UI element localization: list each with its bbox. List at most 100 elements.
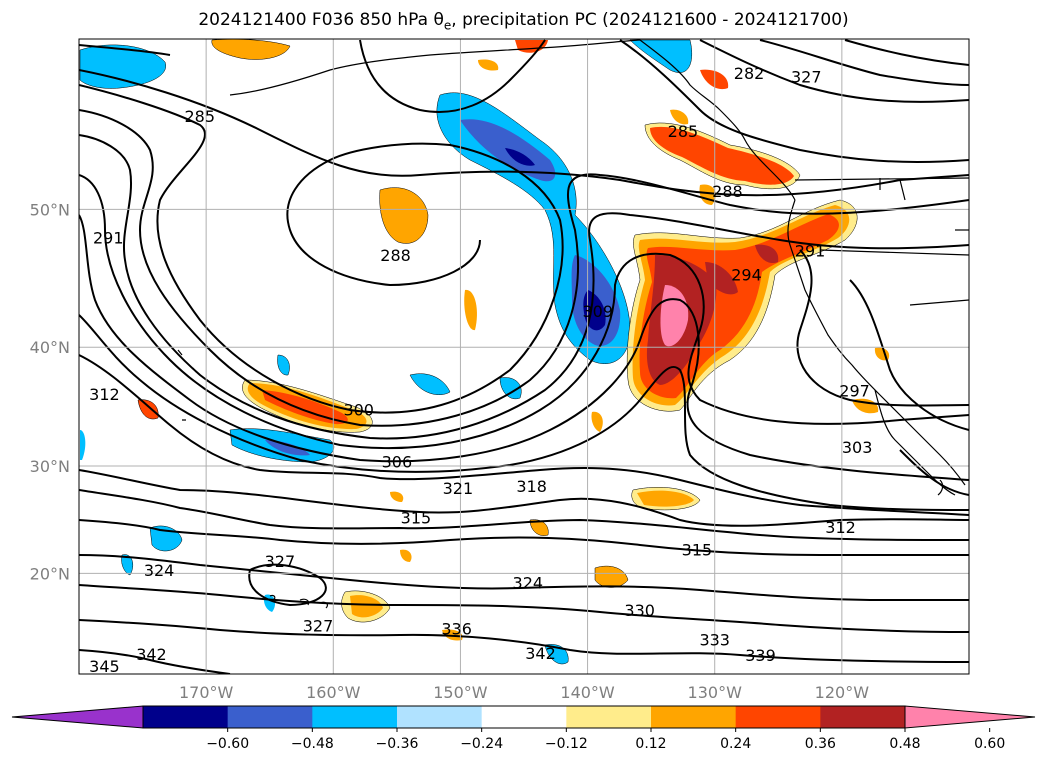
latitude-labels: 20°N 30°N 40°N 50°N — [30, 200, 70, 583]
contour-line — [699, 39, 969, 103]
contour-line — [899, 449, 969, 496]
lon-tick-label: 130°W — [688, 683, 743, 702]
colorbar-tick-label: −0.60 — [206, 736, 249, 752]
lat-tick-label: 50°N — [30, 200, 70, 219]
contour-label: 327 — [265, 552, 296, 571]
graticule — [79, 39, 969, 674]
colorbar-extend-max — [904, 705, 1036, 729]
contour-label: 282 — [734, 64, 765, 83]
colorbar-frame — [142, 705, 906, 729]
lat-tick-label: 20°N — [30, 564, 70, 583]
coastline — [229, 39, 641, 96]
contour-label: 345 — [89, 657, 120, 676]
contour-line — [796, 249, 969, 407]
contour-line — [759, 39, 969, 86]
contour-label: 297 — [839, 381, 870, 400]
contour-label: 315 — [401, 509, 432, 528]
contour-label: 285 — [668, 122, 699, 141]
contour-label: 294 — [731, 265, 762, 284]
precipitation-shading — [79, 39, 890, 665]
contour-label: 312 — [89, 385, 120, 404]
precip-blob — [262, 390, 348, 425]
contour-line — [79, 134, 969, 440]
contour-label: 336 — [441, 619, 472, 638]
contour-label: 315 — [682, 540, 713, 559]
contour-line — [79, 69, 969, 197]
contour-line — [79, 584, 969, 633]
contour-line — [79, 649, 231, 674]
contour-label: 324 — [144, 561, 175, 580]
precip-blob — [350, 595, 383, 618]
precip-blob — [379, 187, 429, 244]
contour-line — [619, 39, 969, 163]
coastline — [639, 39, 796, 201]
precip-blob — [700, 69, 729, 90]
contour-line — [79, 619, 969, 663]
precip-blob — [591, 411, 603, 432]
colorbar-tick-label: −0.48 — [291, 736, 334, 752]
contour-line — [79, 44, 171, 56]
contour-line — [79, 84, 564, 414]
precip-blob — [670, 109, 689, 125]
lat-tick-label: 40°N — [30, 338, 70, 357]
precip-blob — [409, 373, 451, 395]
contour-label: 288 — [712, 182, 743, 201]
coastline — [909, 299, 969, 306]
lon-tick-label: 160°W — [306, 683, 361, 702]
coastline — [937, 479, 944, 496]
colorbar-tick-label: −0.36 — [376, 736, 419, 752]
precip-blob — [277, 354, 290, 376]
contour-label: 288 — [380, 246, 411, 265]
longitude-labels: 170°W 160°W 150°W 140°W 130°W 120°W — [179, 683, 869, 702]
colorbar-box — [566, 706, 652, 728]
colorbar-box — [481, 706, 567, 728]
colorbar-box — [227, 706, 313, 728]
precip-blob — [505, 148, 535, 166]
contour-line — [79, 469, 969, 527]
coastline — [879, 178, 906, 201]
precip-blob — [705, 262, 738, 295]
precip-blob — [637, 490, 694, 507]
contour-line — [79, 314, 969, 511]
colorbar-tick-label: 0.24 — [720, 736, 751, 752]
contour-label: 342 — [136, 645, 167, 664]
coastline — [269, 594, 329, 609]
contour-label: 327 — [791, 68, 822, 87]
lon-tick-label: 170°W — [179, 683, 234, 702]
coastline — [874, 389, 956, 496]
colorbar-box — [397, 706, 483, 728]
colorbar: −0.60 −0.48 −0.36 −0.24 −0.12 0.12 0.24 0.36 0.4… — [11, 705, 1036, 752]
contour-line — [248, 563, 327, 607]
contour-label: 339 — [745, 646, 776, 665]
precip-blob — [594, 565, 629, 588]
contour-line — [79, 354, 969, 516]
colorbar-box — [735, 706, 821, 728]
precip-blob — [80, 430, 86, 460]
contour-label: 291 — [795, 241, 826, 260]
lon-tick-label: 140°W — [560, 683, 615, 702]
contour-line — [79, 109, 969, 427]
contour-label: 342 — [525, 644, 556, 663]
contour-line — [79, 489, 969, 541]
coastline — [177, 349, 197, 421]
precip-blob — [137, 399, 159, 420]
precip-blob — [478, 59, 499, 71]
contour-line — [79, 554, 969, 601]
colorbar-tick-label: 0.12 — [635, 736, 666, 752]
colorbar-box — [143, 706, 229, 728]
contour-label: 312 — [825, 518, 856, 537]
precip-blob — [79, 44, 167, 89]
colorbar-box — [651, 706, 737, 728]
contour-line — [844, 39, 969, 66]
contour-label: 306 — [382, 453, 413, 472]
colorbar-tick-label: 0.48 — [889, 736, 920, 752]
contour-label: 318 — [516, 477, 547, 496]
coastline — [787, 199, 966, 486]
theta-e-contours — [79, 39, 969, 674]
colorbar-box — [820, 706, 906, 728]
precip-blob — [265, 440, 310, 456]
precip-blob — [499, 377, 522, 400]
colorbar-tick-label: −0.12 — [545, 736, 588, 752]
contour-label: 309 — [582, 302, 613, 321]
